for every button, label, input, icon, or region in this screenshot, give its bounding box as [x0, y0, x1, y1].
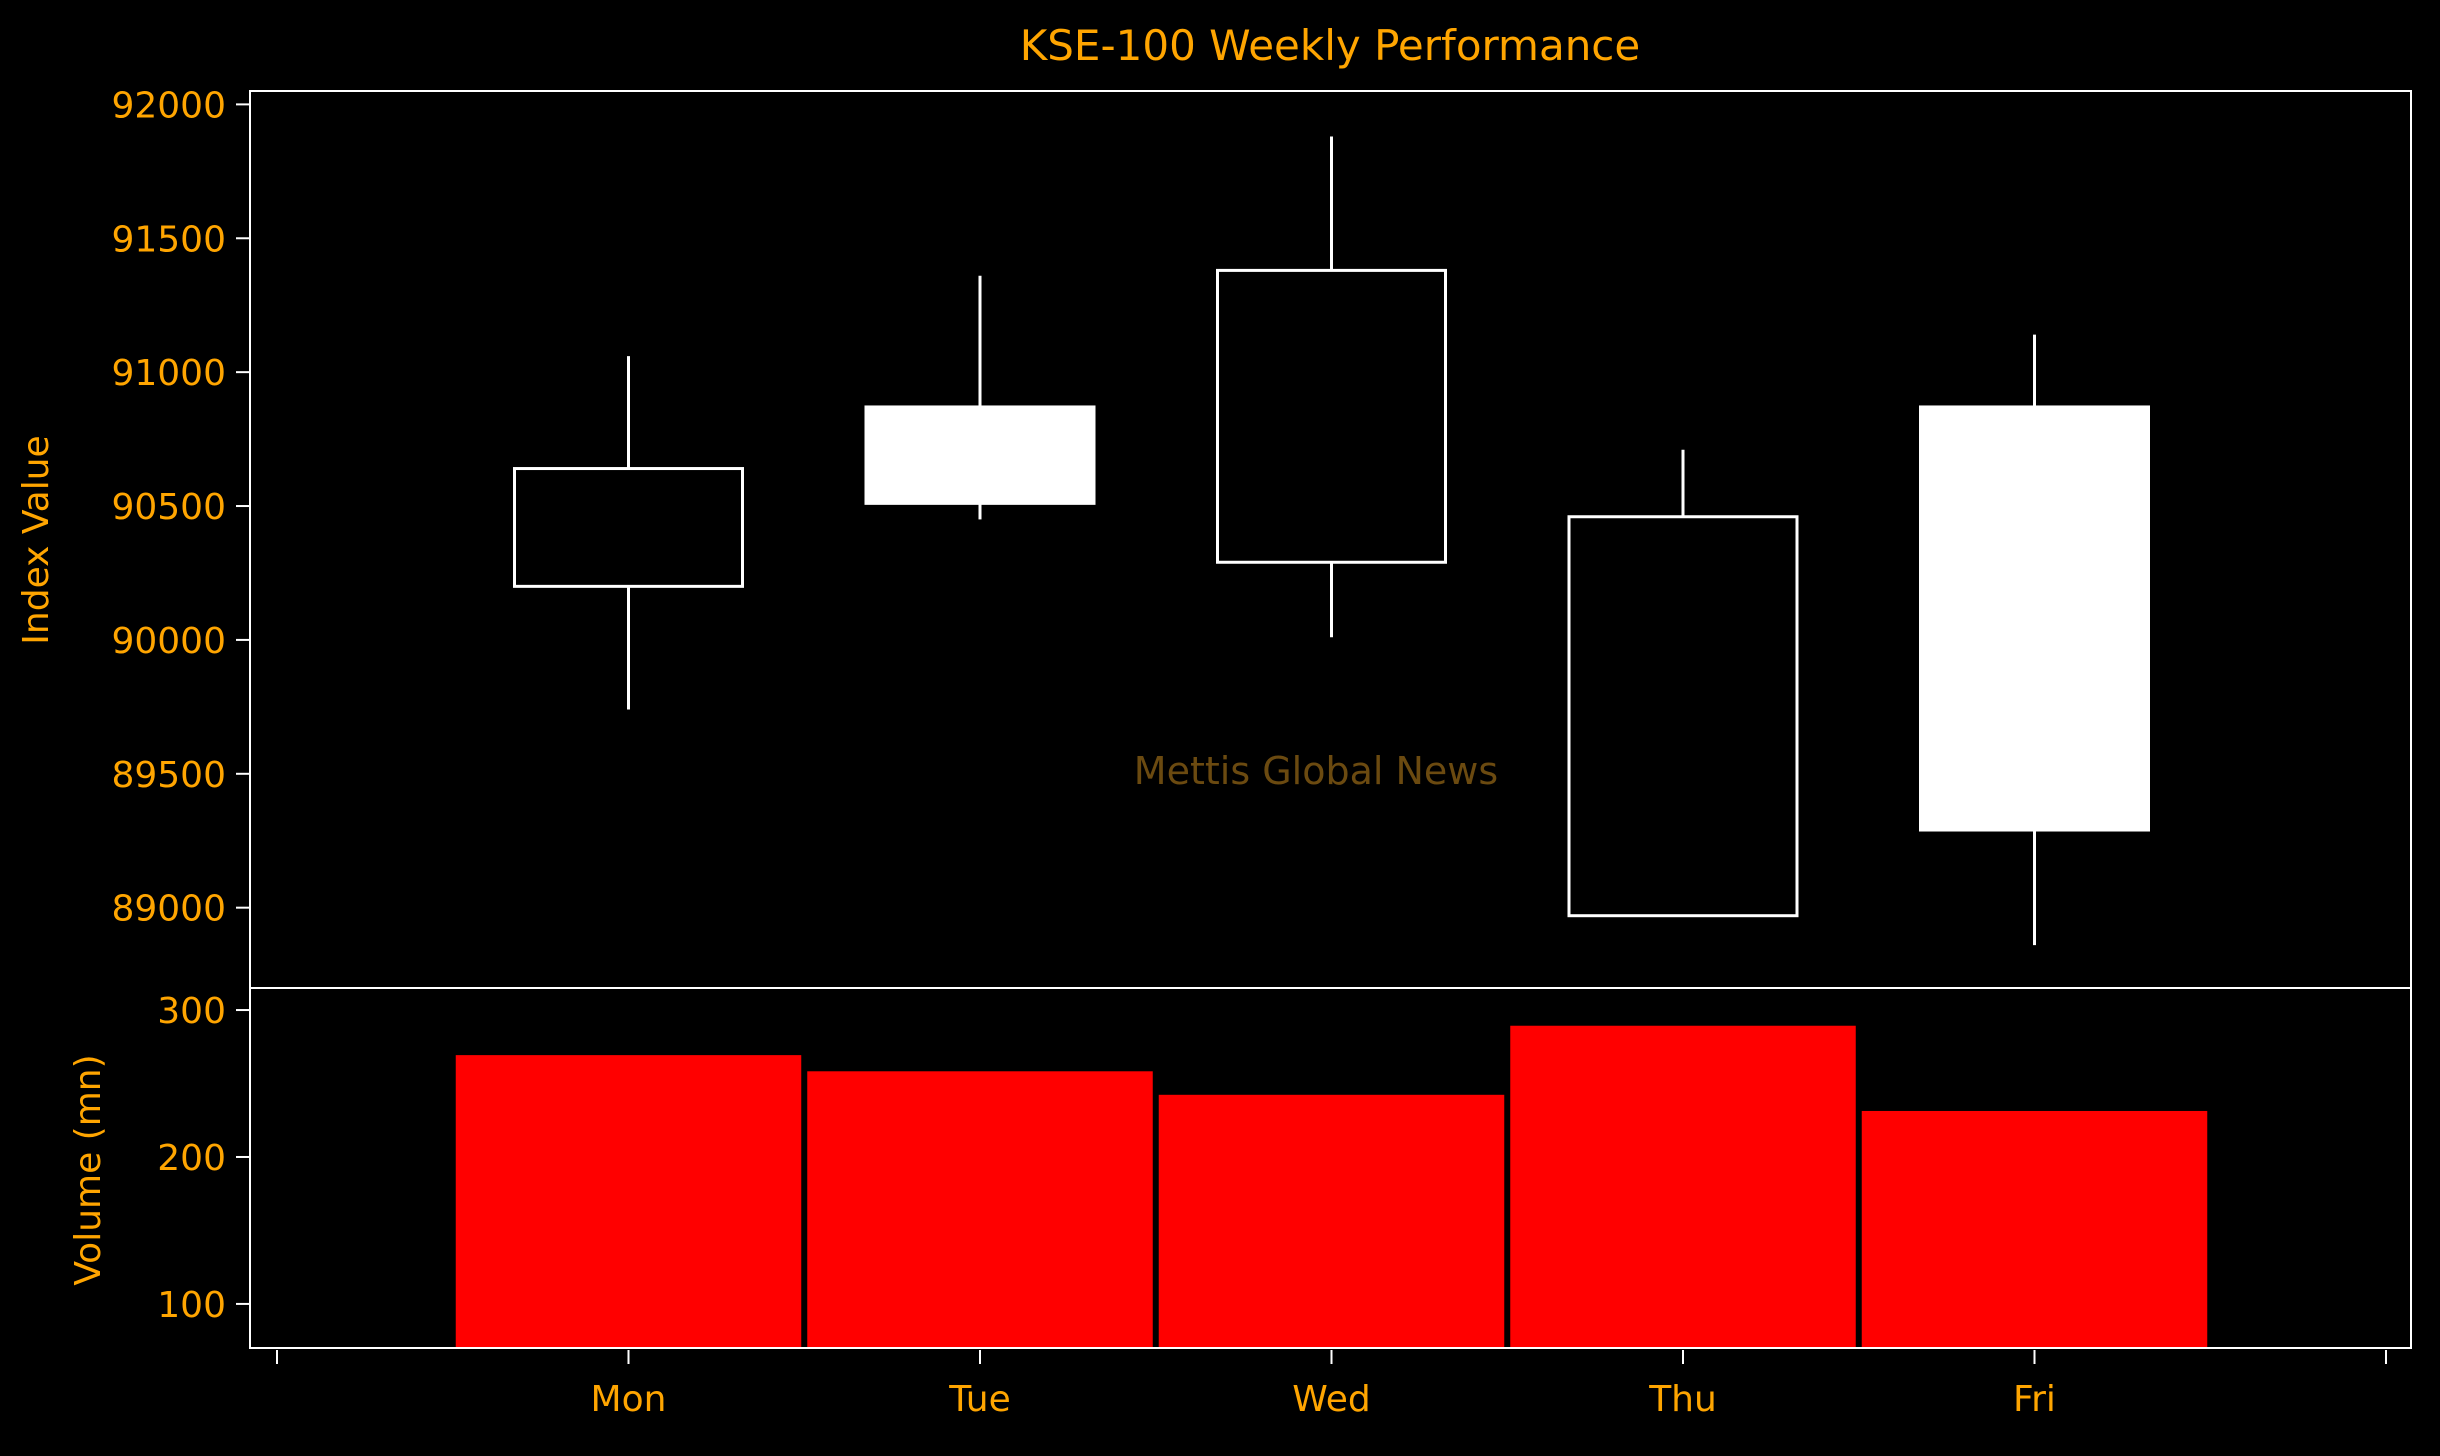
- x-tick-label: Fri: [2013, 1379, 2056, 1420]
- volume-y-tick-label: 300: [157, 991, 226, 1032]
- price-y-tick-label: 89000: [111, 889, 226, 930]
- chart-title: KSE-100 Weekly Performance: [1020, 21, 1641, 70]
- price-y-tick-label: 91500: [111, 219, 226, 260]
- volume-bar: [805, 1069, 1155, 1350]
- x-axis: Mon Tue Wed Thu Fri: [276, 1350, 2387, 1420]
- price-y-tick-label: 90500: [111, 487, 226, 528]
- price-y-tick-label: 91000: [111, 353, 226, 394]
- volume-bar: [1859, 1108, 2210, 1350]
- candle-body: [513, 467, 744, 588]
- price-panel: 89000 89500 90000 90500 91000 91500 92000: [111, 85, 2412, 989]
- price-y-axis-label: Index Value: [16, 435, 57, 644]
- volume-panel: 100 200 300: [157, 987, 2412, 1350]
- volume-bar: [453, 1053, 804, 1349]
- candle-body: [1919, 405, 2150, 832]
- candle-body: [1567, 515, 1799, 918]
- price-y-tick-label: 89500: [111, 755, 226, 796]
- volume-bar: [1156, 1092, 1507, 1349]
- candle-body: [864, 405, 1096, 505]
- volume-y-axis-label: Volume (mn): [68, 1054, 109, 1285]
- volume-panel-frame: [249, 987, 2412, 1349]
- x-tick-label: Mon: [591, 1379, 667, 1420]
- x-tick-label: Wed: [1292, 1379, 1371, 1420]
- volume-bar: [1508, 1023, 1858, 1350]
- x-tick-label: Tue: [948, 1379, 1011, 1420]
- candle-body: [1216, 268, 1447, 564]
- price-y-tick-label: 92000: [111, 85, 226, 126]
- volume-y-tick-label: 200: [157, 1138, 226, 1179]
- watermark-text: Mettis Global News: [1134, 749, 1498, 793]
- price-y-tick-label: 90000: [111, 621, 226, 662]
- x-tick-label: Thu: [1648, 1379, 1717, 1420]
- volume-y-tick-label: 100: [157, 1285, 226, 1326]
